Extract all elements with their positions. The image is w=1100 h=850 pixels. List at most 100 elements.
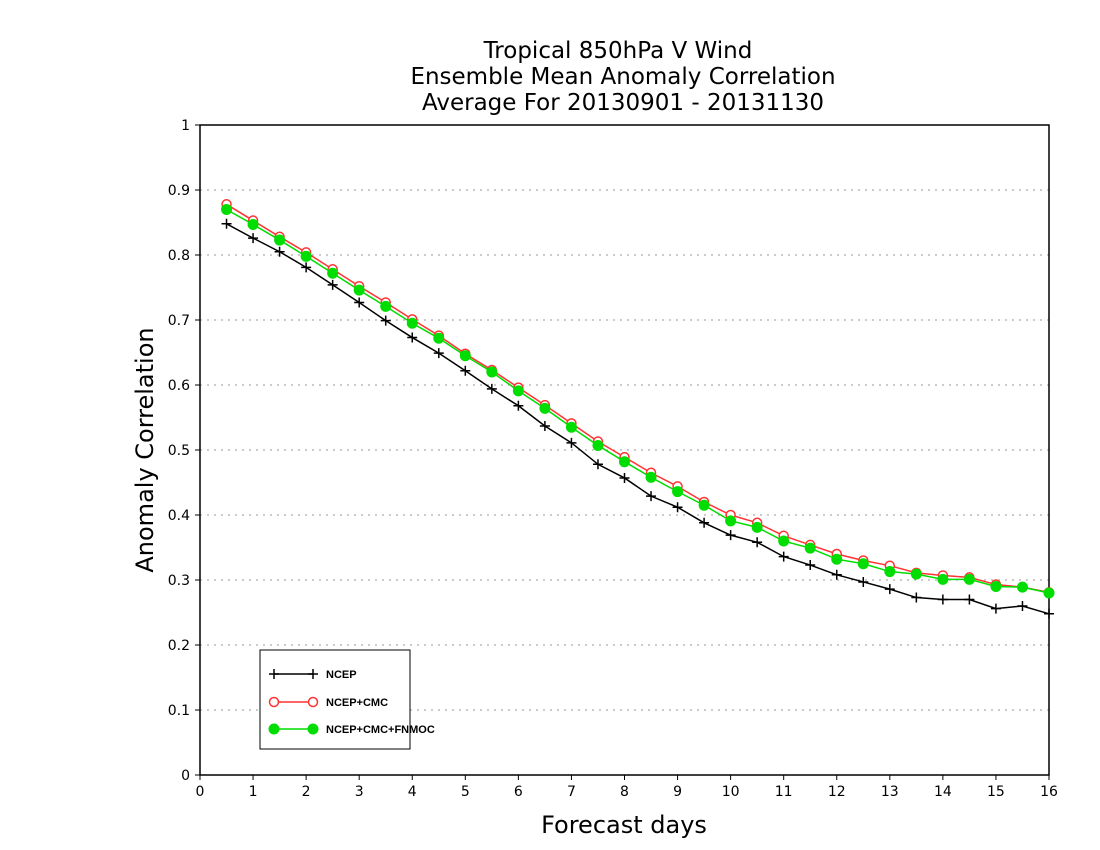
data-point bbox=[433, 348, 444, 359]
data-point bbox=[300, 250, 312, 262]
x-tick-label: 1 bbox=[249, 784, 258, 800]
data-point bbox=[380, 315, 391, 326]
chart-title-line-1: Tropical 850hPa V Wind bbox=[483, 38, 753, 64]
y-tick-label: 0.3 bbox=[168, 573, 190, 589]
data-point bbox=[268, 696, 280, 708]
x-tick-label: 6 bbox=[514, 784, 523, 800]
x-tick-label: 3 bbox=[355, 784, 364, 800]
grid-lines bbox=[200, 189, 1049, 711]
x-tick-label: 9 bbox=[673, 784, 682, 800]
data-point bbox=[268, 723, 280, 735]
series-ncep-cmc-fnmoc bbox=[221, 204, 1055, 599]
x-tick-label: 8 bbox=[620, 784, 629, 800]
data-point bbox=[752, 537, 763, 548]
data-point bbox=[725, 515, 737, 527]
x-tick-label: 15 bbox=[987, 784, 1005, 800]
legend-label: NCEP+CMC+FNMOC bbox=[326, 724, 435, 736]
data-point bbox=[592, 459, 603, 470]
x-tick-label: 2 bbox=[302, 784, 311, 800]
data-point bbox=[804, 542, 816, 554]
data-point bbox=[1017, 601, 1028, 611]
data-point bbox=[539, 420, 550, 431]
data-point bbox=[354, 297, 365, 308]
data-point bbox=[990, 581, 1002, 592]
data-point bbox=[831, 569, 842, 580]
data-point bbox=[248, 233, 259, 244]
legend-label: NCEP bbox=[326, 669, 357, 681]
data-point bbox=[460, 365, 471, 376]
data-point bbox=[221, 218, 232, 229]
data-point bbox=[1044, 608, 1054, 619]
x-tick-label: 5 bbox=[461, 784, 470, 800]
x-tick-label: 14 bbox=[934, 784, 952, 800]
y-tick-label: 0.8 bbox=[168, 248, 190, 264]
x-tick-label: 10 bbox=[722, 784, 740, 800]
data-point bbox=[964, 594, 975, 605]
x-tick-label: 13 bbox=[881, 784, 899, 800]
data-point bbox=[433, 332, 445, 344]
legend-entry: NCEP+CMC bbox=[268, 696, 388, 709]
x-tick-label: 11 bbox=[775, 784, 793, 800]
data-point bbox=[459, 350, 471, 362]
data-point bbox=[858, 576, 869, 587]
data-point bbox=[247, 218, 259, 230]
data-point bbox=[327, 279, 338, 290]
data-point bbox=[645, 471, 657, 483]
axis-ticks: 00.10.20.30.40.50.60.70.80.910 1 2 3 4 5 6 7 8 9 1… bbox=[168, 118, 1058, 800]
data-point bbox=[699, 517, 710, 528]
data-point bbox=[725, 530, 736, 541]
data-point bbox=[1043, 587, 1055, 599]
data-point bbox=[963, 573, 975, 585]
legend-entry: NCEP+CMC+FNMOC bbox=[268, 723, 435, 736]
data-point bbox=[407, 332, 418, 343]
data-point bbox=[274, 234, 286, 246]
data-point bbox=[805, 560, 816, 571]
x-tick-label: 7 bbox=[567, 784, 576, 800]
series-layer bbox=[221, 199, 1055, 619]
data-point bbox=[539, 402, 551, 414]
data-point bbox=[778, 535, 790, 547]
data-point bbox=[698, 499, 710, 511]
legend-entry: NCEP bbox=[269, 669, 357, 681]
data-point bbox=[937, 594, 948, 605]
data-point bbox=[884, 584, 895, 595]
data-point bbox=[486, 383, 497, 394]
series-line bbox=[226, 223, 1050, 615]
chart-title-line-3: Average For 20130901 - 20131130 bbox=[422, 90, 824, 116]
data-point bbox=[566, 437, 577, 448]
data-point bbox=[327, 267, 339, 279]
series-line bbox=[226, 208, 1050, 594]
x-tick-label: 4 bbox=[408, 784, 417, 800]
y-tick-label: 0.2 bbox=[168, 638, 190, 654]
data-point bbox=[911, 592, 922, 603]
y-axis-label: Anomaly Correlation bbox=[131, 327, 159, 572]
legend-label: NCEP+CMC bbox=[326, 697, 388, 709]
chart-title-line-2: Ensemble Mean Anomaly Correlation bbox=[410, 64, 835, 90]
x-tick-label: 12 bbox=[828, 784, 846, 800]
y-tick-label: 0.4 bbox=[168, 508, 190, 524]
y-tick-label: 0.5 bbox=[168, 443, 190, 459]
data-point bbox=[831, 553, 843, 565]
data-point bbox=[221, 204, 233, 215]
y-tick-label: 0.7 bbox=[168, 313, 190, 329]
data-point bbox=[592, 439, 604, 451]
data-point bbox=[990, 603, 1001, 614]
x-tick-label: 16 bbox=[1040, 784, 1058, 800]
data-point bbox=[353, 284, 365, 296]
y-tick-label: 0 bbox=[181, 768, 190, 784]
data-point bbox=[269, 669, 279, 679]
x-tick-label: 0 bbox=[196, 784, 205, 800]
data-point bbox=[486, 366, 498, 378]
data-point bbox=[274, 246, 285, 257]
legend: NCEP NCEP+CMC NCEP+CMC+FNMOC bbox=[259, 649, 435, 750]
data-point bbox=[910, 568, 922, 580]
data-point bbox=[513, 400, 524, 411]
data-point bbox=[619, 456, 630, 468]
data-point bbox=[307, 723, 319, 735]
data-point bbox=[672, 502, 683, 513]
data-point bbox=[778, 551, 789, 562]
data-point bbox=[1016, 581, 1028, 593]
data-point bbox=[672, 486, 684, 498]
data-point bbox=[380, 300, 392, 312]
